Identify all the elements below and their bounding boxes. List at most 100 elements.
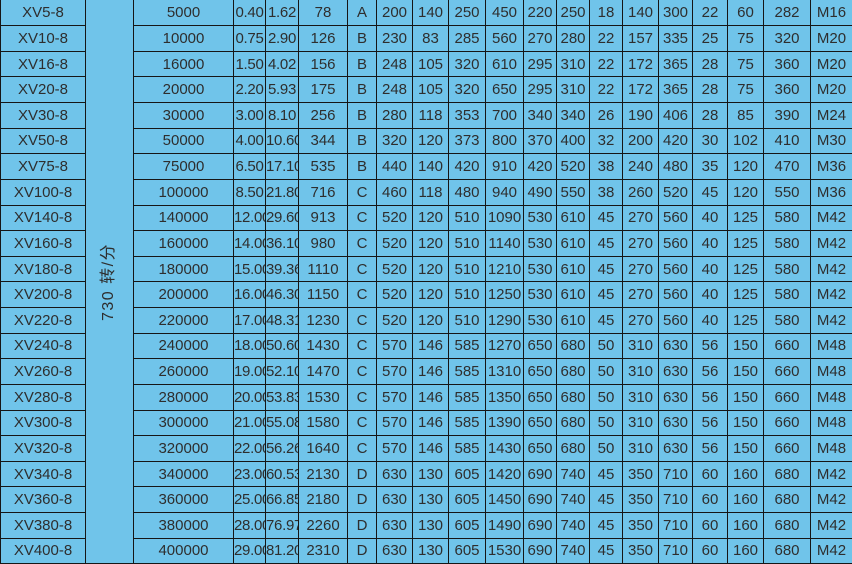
value-cell: 310: [622, 332, 659, 360]
value-cell: 12.00: [233, 204, 266, 232]
value-cell: 20000: [133, 76, 234, 103]
value-cell: 60: [692, 486, 728, 513]
value-cell: 740: [556, 460, 590, 488]
model-cell: XV380-8: [0, 512, 86, 539]
value-cell: 550: [763, 178, 811, 206]
value-cell: C: [347, 435, 377, 462]
value-cell: 740: [556, 486, 590, 513]
value-cell: M36: [810, 178, 852, 206]
value-cell: 200: [376, 0, 413, 27]
value-cell: 610: [556, 204, 590, 232]
table-row: XV10-8 10000 0.75 2.90 126 B 230 83 285 560 270 280…: [0, 25, 852, 52]
value-cell: 260000: [133, 358, 234, 385]
value-cell: 710: [658, 460, 693, 488]
value-cell: 1090: [485, 204, 524, 232]
value-cell: 420: [523, 153, 557, 180]
value-cell: 146: [412, 358, 449, 385]
value-cell: 480: [658, 153, 693, 180]
value-cell: 610: [556, 230, 590, 257]
value-cell: 140: [412, 153, 449, 180]
value-cell: 45: [589, 486, 623, 513]
value-cell: 146: [412, 409, 449, 437]
value-cell: M48: [810, 383, 852, 411]
value-cell: 510: [448, 281, 486, 308]
value-cell: 120: [412, 307, 449, 334]
value-cell: 1.62: [265, 0, 299, 27]
value-cell: C: [347, 358, 377, 385]
value-cell: 256: [298, 102, 348, 129]
model-cell: XV30-8: [0, 102, 86, 129]
value-cell: 78: [298, 0, 348, 27]
value-cell: 360: [763, 50, 811, 78]
value-cell: 650: [485, 76, 524, 103]
value-cell: 650: [523, 409, 557, 437]
value-cell: 4.02: [265, 50, 299, 78]
model-cell: XV400-8: [0, 537, 86, 564]
value-cell: 913: [298, 204, 348, 232]
value-cell: 610: [485, 50, 524, 78]
value-cell: 146: [412, 383, 449, 411]
model-cell: XV50-8: [0, 127, 86, 155]
value-cell: 580: [763, 307, 811, 334]
value-cell: M24: [810, 102, 852, 129]
value-cell: 240: [622, 153, 659, 180]
value-cell: 530: [523, 307, 557, 334]
value-cell: 150: [727, 409, 764, 437]
value-cell: 45: [589, 281, 623, 308]
value-cell: 180000: [133, 255, 234, 283]
value-cell: 560: [658, 281, 693, 308]
value-cell: 19.00: [233, 358, 266, 385]
value-cell: 50: [589, 409, 623, 437]
value-cell: 22: [589, 76, 623, 103]
value-cell: 0.40: [233, 0, 266, 27]
value-cell: 520: [376, 281, 413, 308]
value-cell: 130: [412, 512, 449, 539]
value-cell: 630: [658, 409, 693, 437]
value-cell: M48: [810, 435, 852, 462]
value-cell: C: [347, 255, 377, 283]
value-cell: 105: [412, 76, 449, 103]
value-cell: 530: [523, 281, 557, 308]
value-cell: 1350: [485, 383, 524, 411]
value-cell: 8.10: [265, 102, 299, 129]
value-cell: 220000: [133, 307, 234, 334]
value-cell: 535: [298, 153, 348, 180]
value-cell: 248: [376, 76, 413, 103]
value-cell: 550: [556, 178, 590, 206]
value-cell: 1430: [485, 435, 524, 462]
value-cell: 630: [376, 460, 413, 488]
value-cell: 605: [448, 512, 486, 539]
value-cell: 1250: [485, 281, 524, 308]
value-cell: 560: [658, 204, 693, 232]
value-cell: C: [347, 307, 377, 334]
model-cell: XV300-8: [0, 409, 86, 437]
value-cell: 21.00: [233, 409, 266, 437]
value-cell: 605: [448, 460, 486, 488]
value-cell: 650: [523, 435, 557, 462]
value-cell: 520: [376, 204, 413, 232]
model-cell: XV220-8: [0, 307, 86, 334]
value-cell: 270: [622, 204, 659, 232]
model-cell: XV160-8: [0, 230, 86, 257]
value-cell: 353: [448, 102, 486, 129]
value-cell: 100000: [133, 178, 234, 206]
value-cell: 125: [727, 281, 764, 308]
value-cell: 300: [658, 0, 693, 27]
value-cell: 160000: [133, 230, 234, 257]
value-cell: 30: [692, 127, 728, 155]
value-cell: 60: [692, 460, 728, 488]
value-cell: 680: [556, 332, 590, 360]
value-cell: 680: [556, 409, 590, 437]
value-cell: 510: [448, 307, 486, 334]
value-cell: 50000: [133, 127, 234, 155]
value-cell: 160: [727, 486, 764, 513]
value-cell: 2310: [298, 537, 348, 564]
value-cell: 175: [298, 76, 348, 103]
value-cell: 680: [556, 383, 590, 411]
value-cell: 510: [448, 255, 486, 283]
value-cell: C: [347, 230, 377, 257]
value-cell: 22: [589, 50, 623, 78]
value-cell: 76.97: [265, 512, 299, 539]
value-cell: A: [347, 0, 377, 27]
value-cell: 605: [448, 486, 486, 513]
